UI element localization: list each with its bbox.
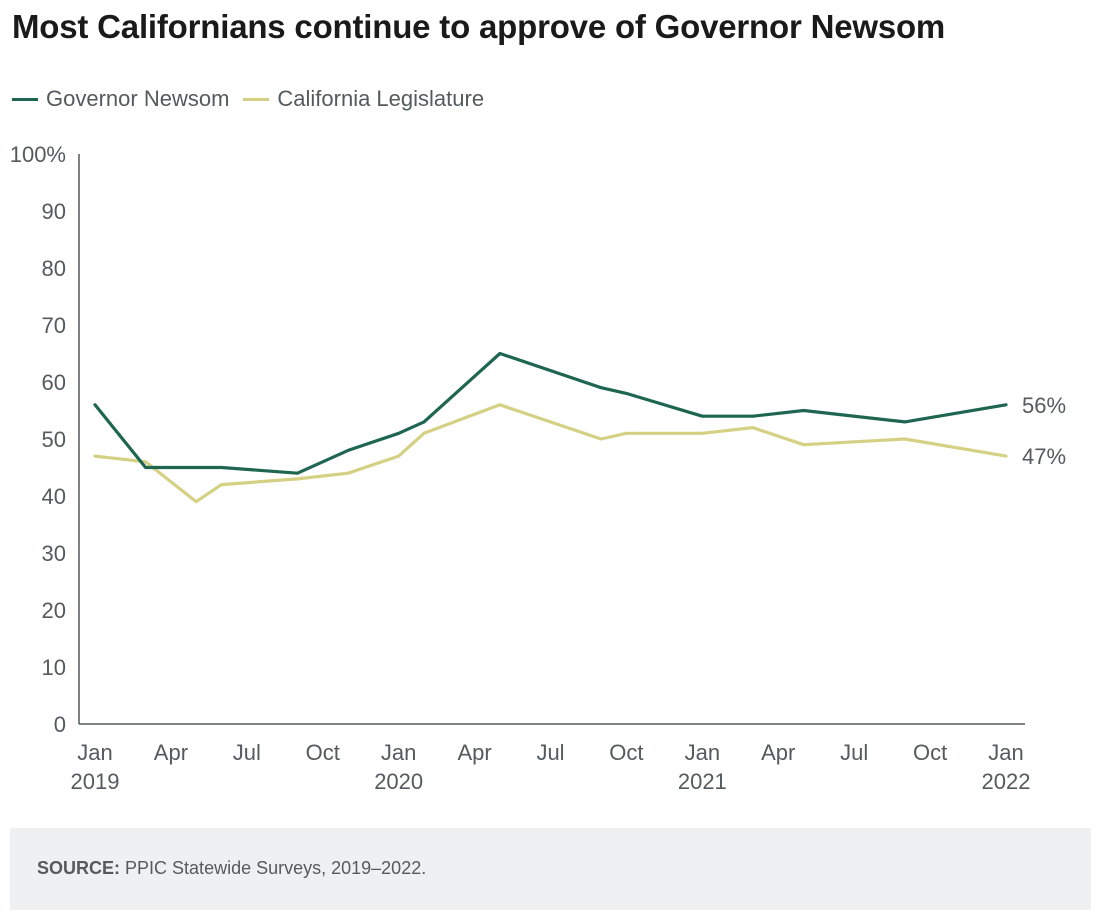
line-chart: 0 10 20 30 40 50 60 70 80 90 100% Jan 2019 Apr Jul Oct…: [10, 142, 1066, 794]
x-tick-labels: Jan 2019 Apr Jul Oct Jan 2020 Apr Jul Oct Jan 2021 A…: [71, 740, 1031, 794]
x-tick-label: Jul: [536, 740, 564, 765]
chart-title: Most Californians continue to approve of…: [12, 8, 946, 45]
y-tick-label: 90: [42, 199, 66, 224]
x-tick-year-label: 2021: [678, 769, 727, 794]
legend-label-legislature: California Legislature: [277, 86, 485, 111]
y-tick-label: 20: [42, 598, 66, 623]
legend-swatch-legislature: [243, 97, 270, 101]
series-line-california-legislature: [93, 403, 1008, 504]
y-tick-label: 10: [42, 655, 66, 680]
x-tick-label: Apr: [154, 740, 188, 765]
x-tick-year-label: 2020: [374, 769, 423, 794]
end-label-california-legislature: 47%: [1022, 444, 1066, 469]
y-tick-label: 30: [42, 541, 66, 566]
series-lines: [93, 351, 1008, 504]
y-tick-label: 80: [42, 256, 66, 281]
x-tick-year-label: 2022: [982, 769, 1031, 794]
x-tick-label: Jul: [840, 740, 868, 765]
y-tick-label: 60: [42, 370, 66, 395]
legend-item-newsom: Governor Newsom: [12, 86, 229, 112]
x-tick-label: Jan: [685, 740, 720, 765]
y-tick-labels: 0 10 20 30 40 50 60 70 80 90 100%: [10, 142, 66, 737]
y-tick-label: 50: [42, 427, 66, 452]
x-tick-label: Jul: [233, 740, 261, 765]
y-tick-label: 40: [42, 484, 66, 509]
series-line-governor-newsom: [93, 351, 1008, 475]
x-tick-label: Jan: [77, 740, 112, 765]
x-tick-label: Oct: [609, 740, 643, 765]
x-tick-label: Apr: [761, 740, 795, 765]
source-footer: SOURCE: PPIC Statewide Surveys, 2019–202…: [10, 828, 1091, 910]
axes: [78, 154, 1025, 725]
source-text: PPIC Statewide Surveys, 2019–2022.: [125, 858, 427, 878]
x-tick-label: Oct: [913, 740, 947, 765]
legend-swatch-newsom: [12, 97, 38, 101]
end-labels: 56% 47%: [1022, 393, 1066, 469]
end-label-governor-newsom: 56%: [1022, 393, 1066, 418]
x-tick-label: Jan: [381, 740, 416, 765]
source-note: SOURCE: PPIC Statewide Surveys, 2019–202…: [37, 858, 426, 879]
y-tick-label: 70: [42, 313, 66, 338]
legend-label-newsom: Governor Newsom: [46, 86, 230, 111]
legend-item-legislature: California Legislature: [243, 86, 484, 112]
legend: Governor Newsom California Legislature: [12, 86, 498, 112]
x-tick-label: Jan: [988, 740, 1023, 765]
x-tick-label: Oct: [306, 740, 340, 765]
y-tick-label: 0: [54, 712, 66, 737]
source-label: SOURCE:: [37, 858, 121, 878]
x-tick-label: Apr: [457, 740, 491, 765]
y-tick-label: 100%: [10, 142, 66, 167]
x-tick-year-label: 2019: [71, 769, 120, 794]
